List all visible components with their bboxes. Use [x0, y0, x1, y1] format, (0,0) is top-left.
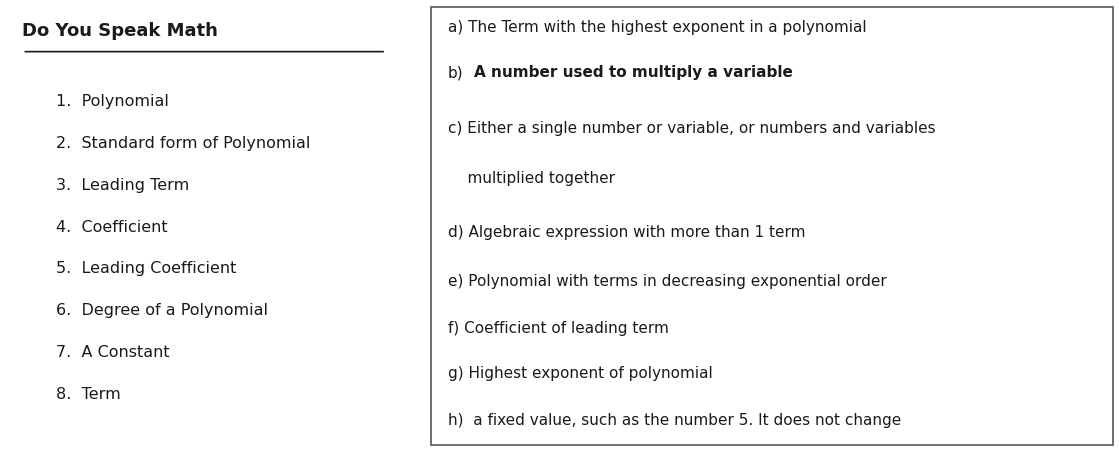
Text: 5.  Leading Coefficient: 5. Leading Coefficient [56, 261, 236, 276]
Text: 6.  Degree of a Polynomial: 6. Degree of a Polynomial [56, 303, 267, 318]
Text: a) The Term with the highest exponent in a polynomial: a) The Term with the highest exponent in… [448, 20, 866, 35]
Text: d) Algebraic expression with more than 1 term: d) Algebraic expression with more than 1… [448, 224, 805, 239]
Text: multiplied together: multiplied together [448, 171, 614, 185]
Text: 1.  Polynomial: 1. Polynomial [56, 94, 169, 109]
Text: c) Either a single number or variable, or numbers and variables: c) Either a single number or variable, o… [448, 121, 935, 136]
Text: 2.  Standard form of Polynomial: 2. Standard form of Polynomial [56, 136, 310, 151]
Text: g) Highest exponent of polynomial: g) Highest exponent of polynomial [448, 366, 713, 381]
Text: Do You Speak Math: Do You Speak Math [22, 22, 218, 40]
Text: h)  a fixed value, such as the number 5. It does not change: h) a fixed value, such as the number 5. … [448, 413, 901, 428]
Text: e) Polynomial with terms in decreasing exponential order: e) Polynomial with terms in decreasing e… [448, 274, 886, 289]
Text: 3.  Leading Term: 3. Leading Term [56, 178, 189, 193]
Text: f) Coefficient of leading term: f) Coefficient of leading term [448, 321, 668, 336]
Text: b): b) [448, 65, 463, 80]
Text: 4.  Coefficient: 4. Coefficient [56, 220, 168, 234]
Text: 8.  Term: 8. Term [56, 387, 121, 401]
Text: A number used to multiply a variable: A number used to multiply a variable [474, 65, 793, 80]
Text: 7.  A Constant: 7. A Constant [56, 345, 170, 360]
FancyBboxPatch shape [431, 7, 1113, 445]
